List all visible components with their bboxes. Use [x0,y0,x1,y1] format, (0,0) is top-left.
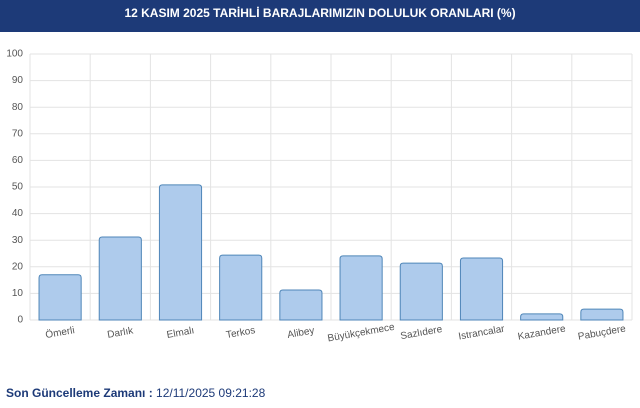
y-tick-label: 40 [12,208,24,219]
footer: Son Güncelleme Zamanı : 12/11/2025 09:21… [6,386,265,400]
x-tick-label: Ömerli [44,324,75,341]
x-tick-label: Terkos [225,325,256,341]
x-tick-label: Istrancalar [458,324,507,343]
y-tick-label: 10 [12,288,24,299]
y-tick-label: 70 [12,128,24,139]
y-tick-label: 60 [12,155,24,166]
bar [459,257,504,321]
x-tick-label: Büyükçekmece [327,322,396,345]
footer-label: Son Güncelleme Zamanı : [6,386,153,400]
bar [279,289,323,321]
y-tick-label: 100 [6,49,23,60]
y-tick-label: 50 [12,182,24,193]
y-tick-label: 90 [12,75,24,86]
footer-value: 12/11/2025 09:21:28 [156,386,266,400]
x-tick-label: Elmalı [166,325,195,341]
x-tick-label: Sazlıdere [400,324,444,342]
bar [520,313,564,321]
bar [219,254,263,321]
chart: 0 10 20 30 40 50 60 70 80 90 100 Ömerli Darlık Elmalı… [6,49,633,345]
bar [38,274,82,321]
x-tick-label: Kazandere [517,323,567,342]
x-tick-label: Pabuçdere [577,323,627,342]
bar [580,308,624,321]
bar [399,262,443,321]
y-tick-label: 80 [12,102,24,113]
y-tick-label: 20 [12,261,24,272]
bar [339,255,383,321]
header-title: 12 KASIM 2025 TARİHLİ BARAJLARIMIZIN DOL… [0,0,640,32]
bar [158,184,203,321]
y-tick-label: 30 [12,235,24,246]
y-tick-label: 0 [17,315,23,326]
x-tick-label: Darlık [107,325,136,341]
bar [98,236,142,321]
x-tick-label: Alibey [287,325,316,341]
